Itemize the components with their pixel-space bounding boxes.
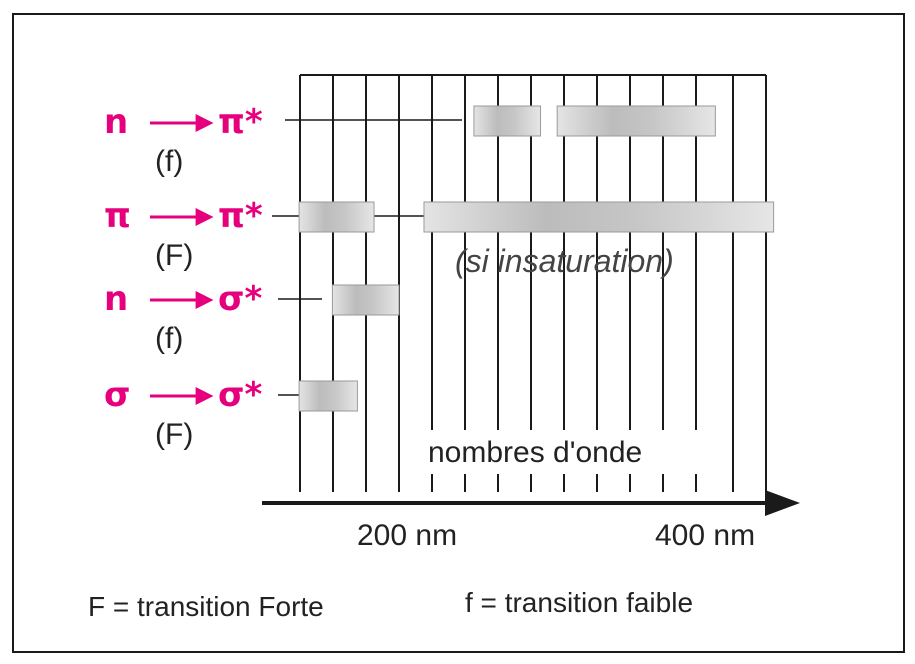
transition-strength-2: (f) xyxy=(155,322,183,355)
band-0-0 xyxy=(473,105,542,137)
unsaturation-note: (si insaturation) xyxy=(455,243,674,279)
transition-strength-0: (f) xyxy=(155,145,183,178)
transition-to-0: π* xyxy=(218,102,263,142)
transition-to-1: π* xyxy=(218,196,263,236)
transition-from-0: n xyxy=(104,102,128,142)
grid-label: nombres d'onde xyxy=(428,436,642,469)
transition-to-3: σ* xyxy=(218,375,262,415)
legend-weak: f = transition faible xyxy=(465,587,693,618)
transition-to-2: σ* xyxy=(218,279,262,319)
tick-label-400: 400 nm xyxy=(655,519,755,552)
wavelength-axis: 200 nm 400 nm xyxy=(262,490,800,552)
absorption-bands xyxy=(272,105,775,412)
wavelength-grid xyxy=(299,74,767,492)
legend-strong: F = transition Forte xyxy=(88,591,324,622)
transition-from-3: σ xyxy=(104,375,130,415)
band-3-0 xyxy=(298,380,358,412)
grid-label-background xyxy=(420,430,710,474)
transition-from-1: π xyxy=(104,196,131,236)
band-1-0 xyxy=(298,201,375,233)
transition-from-2: n xyxy=(104,279,128,319)
band-0-1 xyxy=(556,105,716,137)
band-2-0 xyxy=(331,284,400,316)
transition-strength-3: (F) xyxy=(155,418,193,451)
figure-frame xyxy=(12,13,905,653)
tick-label-200: 200 nm xyxy=(357,519,457,552)
axis-arrowhead xyxy=(765,490,800,516)
transition-labels: n π* (f) π π* (F) n σ* (f) σ σ* (F) xyxy=(104,102,263,451)
band-1-1 xyxy=(423,201,775,233)
transition-strength-1: (F) xyxy=(155,239,193,272)
